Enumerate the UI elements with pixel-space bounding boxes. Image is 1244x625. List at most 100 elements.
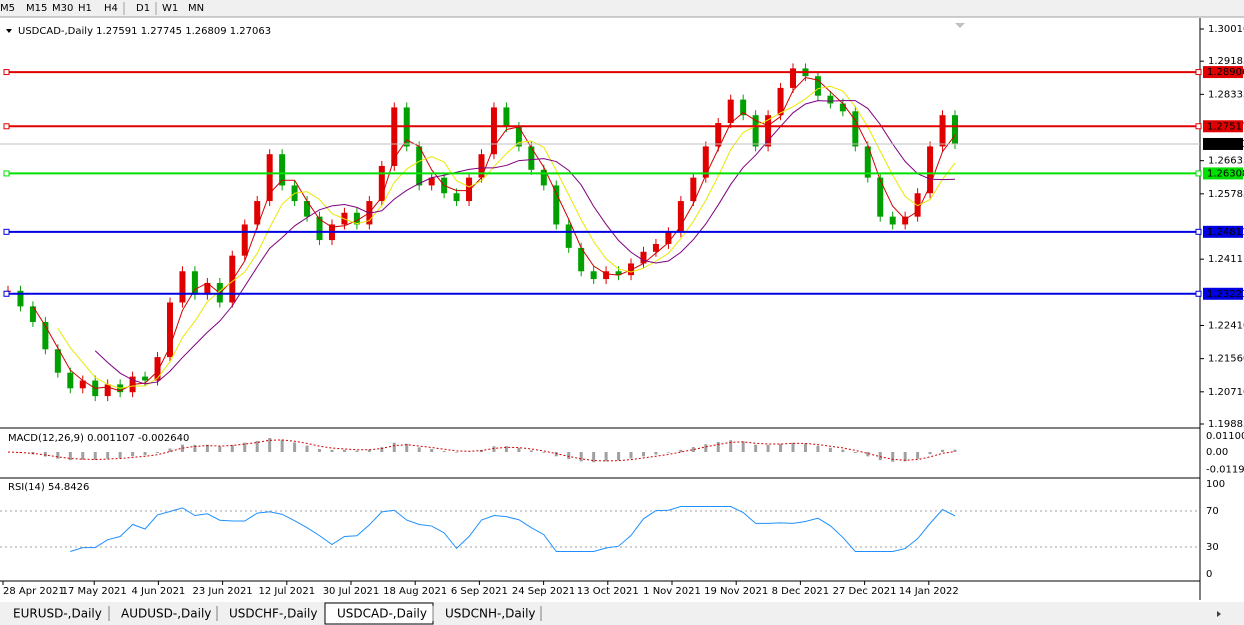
price-tick-label: 1.22410 [1208, 320, 1244, 331]
price-tick-label: 1.25785 [1208, 189, 1244, 200]
price-tick-label: 1.20710 [1208, 387, 1244, 398]
timeframe-button[interactable]: M30 [52, 3, 73, 14]
timeframe-button[interactable]: M5 [0, 3, 15, 14]
level-handle[interactable] [3, 290, 10, 297]
level-handle[interactable] [1195, 290, 1202, 297]
candle-body [453, 193, 460, 202]
candle-body [827, 95, 834, 104]
candle-body [166, 302, 173, 358]
level-handle[interactable] [3, 69, 10, 76]
candle-body [864, 146, 871, 178]
price-tick-label: 1.26635 [1208, 156, 1244, 167]
candle-body [752, 115, 759, 147]
level-handle[interactable] [1195, 228, 1202, 235]
moving-average [94, 100, 956, 385]
collapse-arrow[interactable] [6, 29, 12, 33]
candle-body [416, 146, 423, 186]
price-tick-label: 1.2411 [1208, 254, 1243, 265]
level-label-bg [1203, 66, 1243, 79]
macd-tick-label: 0.011009 [1206, 431, 1244, 442]
candle-body [590, 271, 597, 280]
candle-body [378, 165, 385, 202]
candle-body [515, 126, 522, 147]
candle-body [578, 247, 585, 272]
candle-body [142, 376, 149, 381]
level-handle[interactable] [1195, 170, 1202, 177]
timeframe-button[interactable]: M15 [26, 3, 47, 14]
tab[interactable]: USDCNH-,Daily [445, 607, 536, 621]
date-label: 6 Sep 2021 [451, 586, 508, 597]
date-label: 27 Dec 2021 [833, 586, 897, 597]
date-label: 1 Nov 2021 [643, 586, 701, 597]
level-handle[interactable] [3, 170, 10, 177]
rsi-tick-label: 70 [1206, 506, 1219, 517]
timeframe-button[interactable]: D1 [136, 3, 150, 14]
date-label: 30 Jul 2021 [323, 586, 380, 597]
candle-body [640, 251, 647, 264]
tab[interactable]: AUDUSD-,Daily [121, 607, 211, 621]
candle-body [391, 107, 398, 166]
level-handle[interactable] [1195, 69, 1202, 76]
candle-body [67, 372, 74, 389]
candle-body [104, 384, 111, 397]
price-tick-label: 1.30010 [1208, 24, 1244, 35]
rsi-tick-label: 100 [1206, 479, 1225, 490]
date-label: 18 Aug 2021 [383, 586, 447, 597]
candle-body [204, 282, 211, 295]
candle-body [478, 154, 485, 178]
candle-body [615, 271, 622, 276]
tab[interactable]: USDCHF-,Daily [229, 607, 317, 621]
candle-body [154, 357, 161, 381]
level-label-bg [1203, 120, 1243, 133]
rsi-tick-label: 0 [1206, 569, 1212, 580]
candle-body [665, 232, 672, 244]
timeframe-button[interactable]: MN [188, 3, 204, 14]
level-handle[interactable] [1195, 123, 1202, 130]
candle-body [628, 263, 635, 276]
price-tick-label: 1.29185 [1208, 56, 1244, 67]
date-label: 13 Oct 2021 [577, 586, 639, 597]
moving-average [57, 85, 956, 389]
candle-body [266, 154, 273, 202]
macd-signal [7, 439, 956, 462]
date-label: 14 Jan 2022 [899, 586, 959, 597]
level-handle[interactable] [3, 123, 10, 130]
level-label: 1.23223 [1207, 289, 1244, 300]
candle-body [503, 107, 510, 127]
date-label: 19 Nov 2021 [704, 586, 768, 597]
candle-body [852, 111, 859, 147]
date-label: 12 Jul 2021 [258, 586, 315, 597]
candle-body [353, 212, 360, 225]
timeframe-button[interactable]: H4 [104, 3, 118, 14]
timeframe-button[interactable]: W1 [162, 3, 178, 14]
candle-body [603, 271, 610, 280]
tab[interactable]: USDCAD-,Daily [337, 607, 427, 621]
candle-body [254, 201, 261, 225]
candle-body [79, 380, 86, 389]
candle-body [902, 216, 909, 225]
macd-header: MACD(12,26,9) 0.001107 -0.002640 [8, 433, 189, 444]
candle-body [727, 99, 734, 124]
candle-body [466, 177, 473, 202]
price-tick-label: 1.19885 [1208, 419, 1244, 430]
timeframe-button[interactable]: H1 [78, 3, 92, 14]
candle-body [279, 154, 286, 186]
candle-body [790, 68, 797, 88]
scroll-marker [955, 23, 965, 28]
tab[interactable]: EURUSD-,Daily [13, 607, 102, 621]
date-label: 24 Sep 2021 [512, 586, 575, 597]
candle-body [877, 177, 884, 217]
candle-body [54, 349, 61, 373]
candle-body [677, 201, 684, 233]
candle-body [428, 177, 435, 186]
candle-body [316, 216, 323, 241]
scroll-button[interactable] [1217, 611, 1221, 617]
level-handle[interactable] [3, 228, 10, 235]
candle-body [889, 216, 896, 225]
candle-body [927, 146, 934, 194]
chart-header: USDCAD-,Daily 1.27591 1.27745 1.26809 1.… [18, 26, 271, 37]
rsi-tick-label: 30 [1206, 542, 1219, 553]
candle-body [914, 193, 921, 217]
